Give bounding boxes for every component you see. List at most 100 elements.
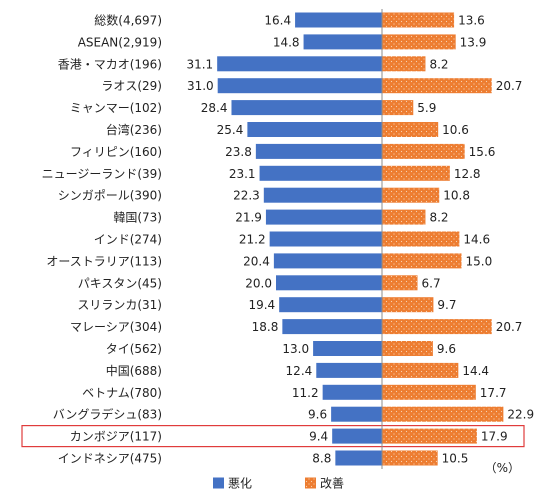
bar-deteriorate xyxy=(313,341,382,356)
legend-swatch-deteriorate xyxy=(213,477,224,489)
category-row: ASEAN(2,919) 14.8 13.9 xyxy=(78,34,486,50)
bar-improve xyxy=(382,275,418,291)
category-row: マレーシア(304) 18.8 20.7 xyxy=(70,319,522,335)
category-row: カンボジア(117) 9.4 17.9 xyxy=(21,425,525,448)
category-label: ラオス(29) xyxy=(101,79,162,93)
value-label-improve: 17.9 xyxy=(481,430,508,444)
value-label-deteriorate: 16.4 xyxy=(264,14,291,28)
unit-label: （%） xyxy=(485,461,520,475)
category-row: スリランカ(31) 19.4 9.7 xyxy=(77,297,457,313)
bar-improve xyxy=(382,231,460,247)
bar-deteriorate xyxy=(259,165,382,181)
bar-deteriorate xyxy=(273,253,382,269)
bar-deteriorate xyxy=(303,34,382,50)
value-label-improve: 9.7 xyxy=(437,298,456,312)
category-label: マレーシア(304) xyxy=(70,320,162,334)
value-label-deteriorate: 28.4 xyxy=(201,101,228,115)
value-label-improve: 20.7 xyxy=(496,79,523,93)
value-label-deteriorate: 13.0 xyxy=(282,342,309,356)
category-row: シンガポール(390) 22.3 10.8 xyxy=(58,187,470,203)
value-label-deteriorate: 31.1 xyxy=(186,57,213,71)
category-label: 台湾(236) xyxy=(106,122,162,137)
value-label-deteriorate: 8.8 xyxy=(312,452,331,466)
bar-improve xyxy=(382,165,450,181)
value-label-deteriorate: 25.4 xyxy=(217,123,244,137)
value-label-deteriorate: 20.0 xyxy=(245,276,272,290)
category-row: ベトナム(780) 11.2 17.7 xyxy=(82,384,507,400)
category-row: タイ(562) 13.0 9.6 xyxy=(106,341,456,356)
bar-deteriorate xyxy=(279,297,382,313)
value-label-improve: 14.6 xyxy=(463,233,490,247)
category-label: ニュージーランド(39) xyxy=(42,167,162,181)
category-row: 香港・マカオ(196) 31.1 8.2 xyxy=(58,56,449,72)
category-row: ニュージーランド(39) 23.1 12.8 xyxy=(42,165,481,181)
category-row: パキスタン(45) 20.0 6.7 xyxy=(78,275,441,291)
category-row: インド(274) 21.2 14.6 xyxy=(94,231,490,247)
bar-improve xyxy=(382,362,459,378)
bar-deteriorate xyxy=(231,100,382,116)
category-label: ミャンマー(102) xyxy=(70,101,162,115)
category-label: ベトナム(780) xyxy=(82,386,162,400)
value-label-deteriorate: 23.1 xyxy=(229,167,256,181)
bar-deteriorate xyxy=(269,231,382,247)
category-label: 香港・マカオ(196) xyxy=(58,57,162,71)
bar-improve xyxy=(382,450,438,466)
bar-deteriorate xyxy=(255,143,382,159)
bar-improve xyxy=(382,187,440,203)
value-label-improve: 10.8 xyxy=(443,189,470,203)
bar-deteriorate xyxy=(295,12,382,28)
legend-swatch-improve xyxy=(305,477,316,489)
highlight-box xyxy=(21,425,525,448)
category-row: インドネシア(475) 8.8 10.5 xyxy=(58,450,468,466)
category-label: ASEAN(2,919) xyxy=(78,35,162,49)
value-label-deteriorate: 9.6 xyxy=(308,408,327,422)
bar-improve xyxy=(382,406,504,422)
value-label-deteriorate: 19.4 xyxy=(248,298,275,312)
category-label: オーストラリア(113) xyxy=(46,254,162,268)
bar-deteriorate xyxy=(263,187,382,203)
value-label-deteriorate: 9.4 xyxy=(309,430,328,444)
bar-improve xyxy=(382,384,476,400)
value-label-improve: 14.4 xyxy=(462,364,489,378)
bar-improve xyxy=(382,428,477,444)
bar-deteriorate xyxy=(247,122,382,137)
category-label: 中国(688) xyxy=(106,363,162,378)
category-label: カンボジア(117) xyxy=(70,430,162,444)
category-row: 中国(688) 12.4 14.4 xyxy=(106,362,489,378)
bar-deteriorate xyxy=(331,406,382,422)
value-label-deteriorate: 14.8 xyxy=(273,35,300,49)
category-label: インド(274) xyxy=(94,233,162,247)
value-label-improve: 5.9 xyxy=(417,101,436,115)
value-label-improve: 17.7 xyxy=(480,386,507,400)
value-label-improve: 22.9 xyxy=(507,408,534,422)
bar-improve xyxy=(382,253,462,269)
value-label-improve: 12.8 xyxy=(454,167,481,181)
category-row: ラオス(29) 31.0 20.7 xyxy=(101,78,523,94)
plot-area: 総数(4,697) 16.4 13.6 ASEAN(2,919) 14.8 13.9 香港・… xyxy=(21,9,534,469)
bar-deteriorate xyxy=(316,362,382,378)
legend-label-deteriorate: 悪化 xyxy=(228,477,252,491)
value-label-improve: 8.2 xyxy=(429,57,448,71)
value-label-improve: 6.7 xyxy=(422,276,441,290)
value-label-deteriorate: 20.4 xyxy=(243,254,270,268)
value-label-improve: 10.6 xyxy=(442,123,469,137)
bar-deteriorate xyxy=(217,56,382,72)
value-label-deteriorate: 11.2 xyxy=(292,386,319,400)
bar-improve xyxy=(382,122,439,137)
category-row: ミャンマー(102) 28.4 5.9 xyxy=(70,100,436,116)
category-label: 韓国(73) xyxy=(113,211,162,225)
value-label-deteriorate: 22.3 xyxy=(233,189,260,203)
value-label-deteriorate: 31.0 xyxy=(187,79,214,93)
category-label: バングラデシュ(83) xyxy=(53,407,162,422)
category-label: 総数(4,697) xyxy=(94,13,162,28)
category-row: オーストラリア(113) 20.4 15.0 xyxy=(46,253,492,269)
value-label-deteriorate: 23.8 xyxy=(225,145,252,159)
bar-improve xyxy=(382,143,465,159)
category-row: フィリピン(160) 23.8 15.6 xyxy=(70,143,495,159)
legend-label-improve: 改善 xyxy=(320,476,344,491)
category-label: フィリピン(160) xyxy=(70,145,162,159)
legend: 悪化 改善 xyxy=(213,476,344,491)
bar-deteriorate xyxy=(265,209,382,225)
value-label-improve: 9.6 xyxy=(437,342,456,356)
